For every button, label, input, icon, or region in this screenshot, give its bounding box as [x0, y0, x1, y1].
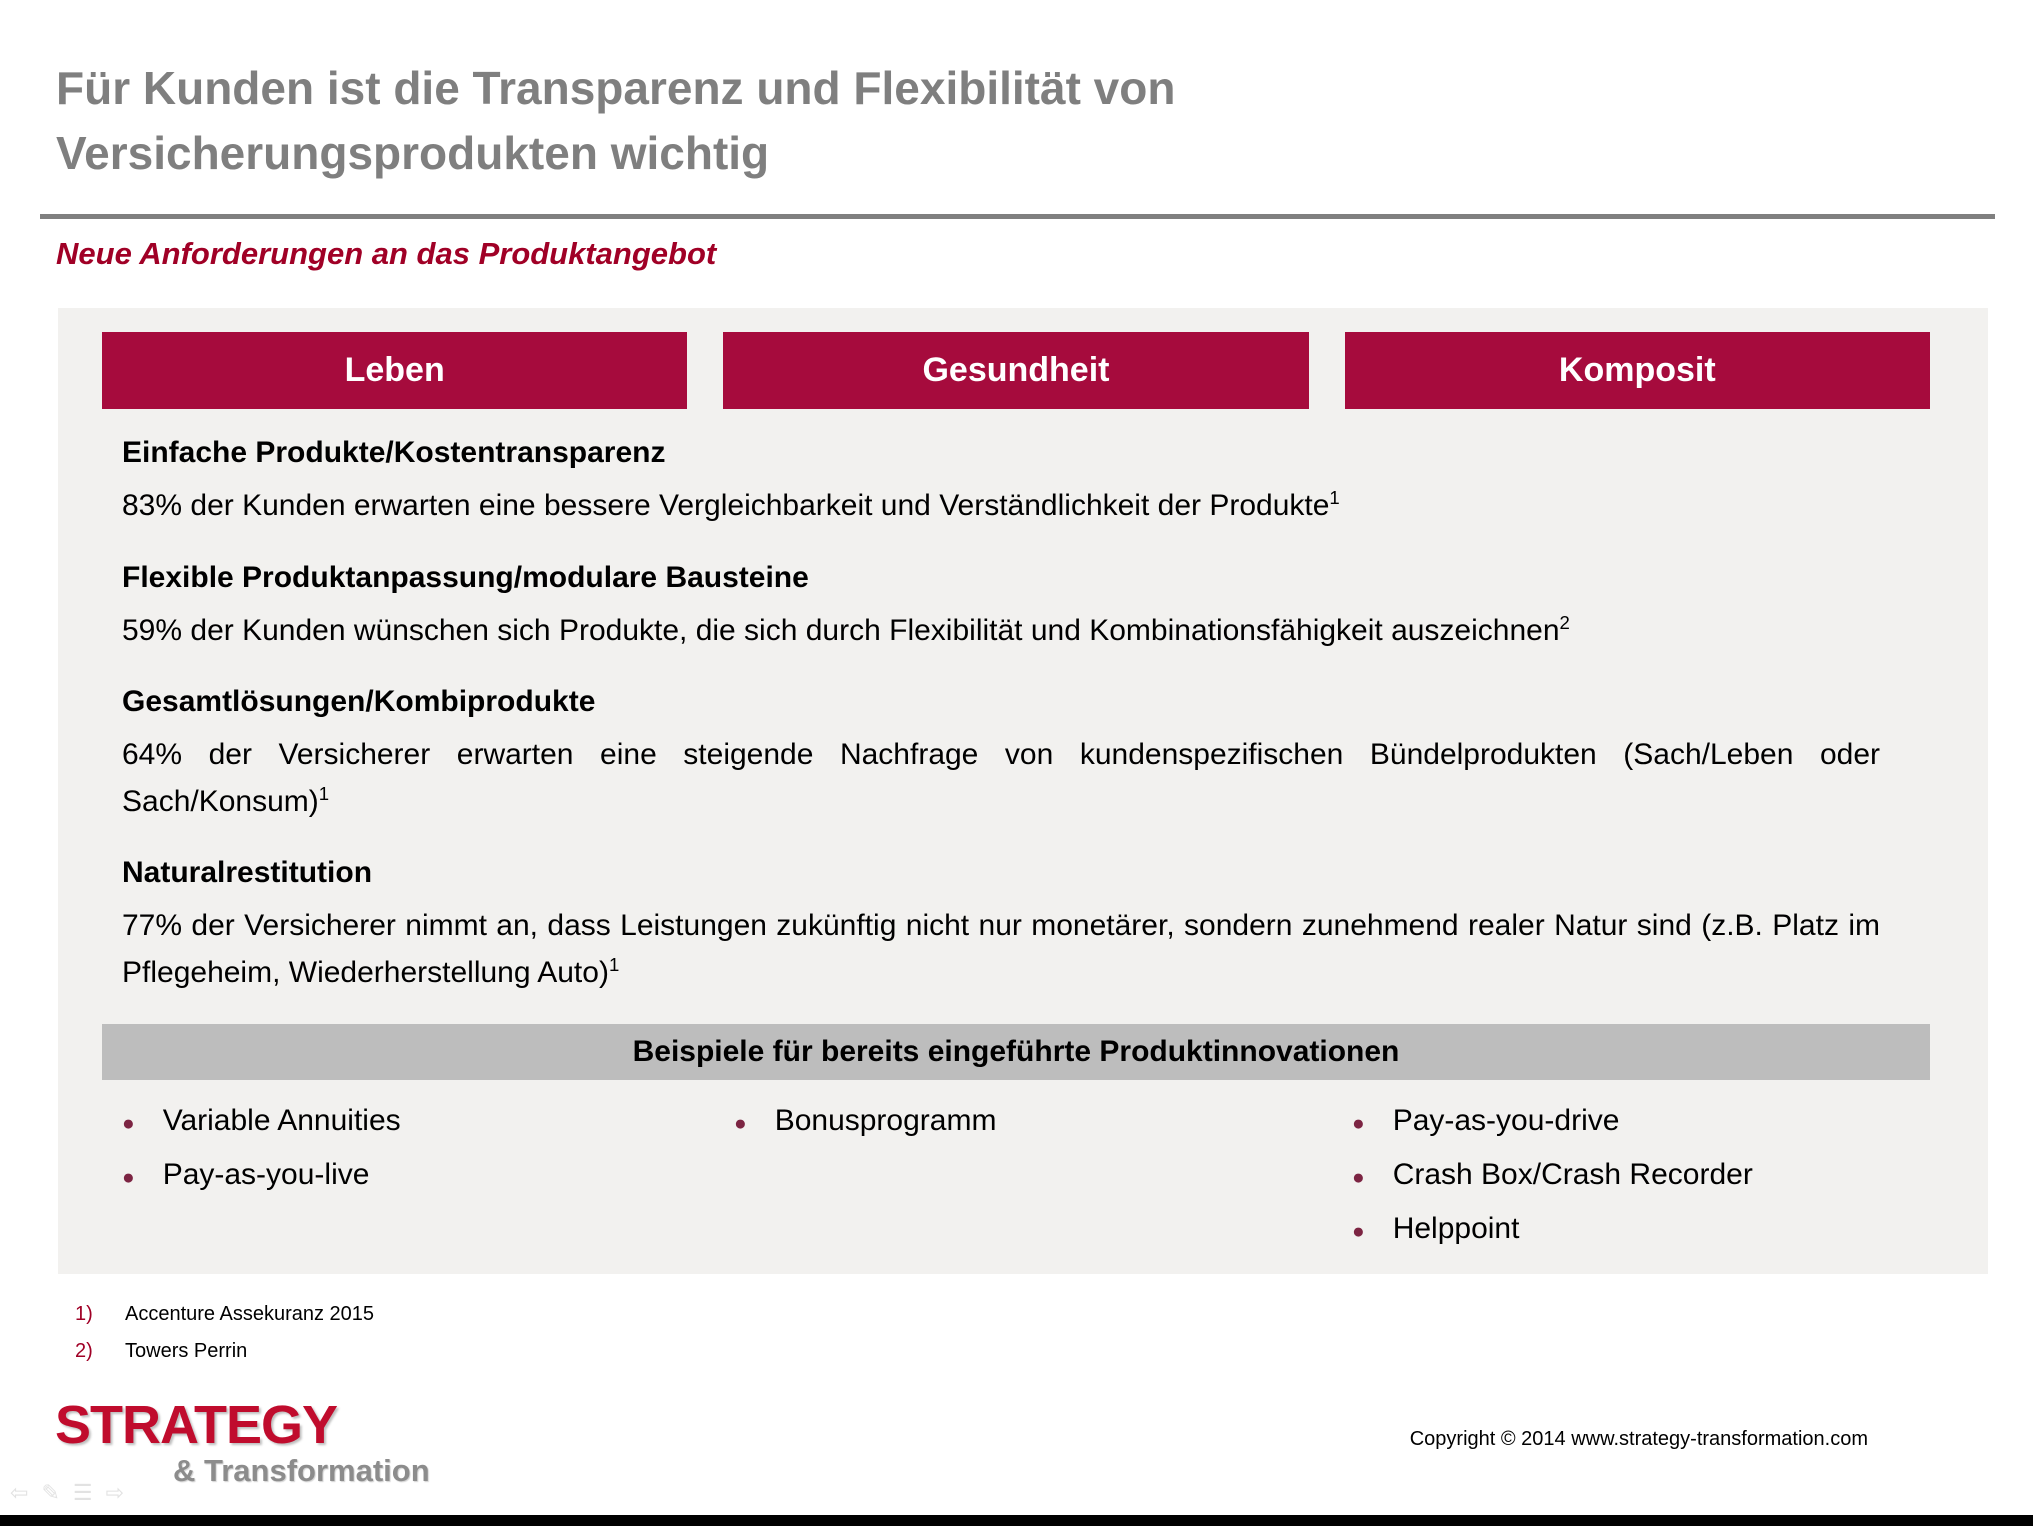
footnote-1: 1) Accenture Assekuranz 2015	[75, 1296, 374, 1333]
company-logo: STRATEGY & Transformation	[55, 1398, 430, 1486]
list-item-label: Pay-as-you-drive	[1392, 1104, 1620, 1137]
column-header-komposit: Komposit	[1344, 332, 1930, 409]
section-body-text: 83% der Kunden erwarten eine bessere Ver…	[122, 489, 1330, 522]
bottom-black-bar	[0, 1515, 2033, 1526]
section-heading-naturalrestitution: Naturalrestitution	[122, 856, 373, 889]
list-item: ● Helppoint	[1352, 1202, 1930, 1256]
column-header-row: Leben Gesundheit Komposit	[102, 332, 1930, 409]
list-item: ● Variable Annuities	[122, 1094, 700, 1148]
bullet-icon: ●	[1352, 1166, 1365, 1189]
bullet-icon: ●	[1352, 1112, 1365, 1135]
examples-column-leben: ● Variable Annuities ● Pay-as-you-live	[102, 1094, 700, 1256]
examples-columns: ● Variable Annuities ● Pay-as-you-live ● Bo…	[102, 1094, 1930, 1256]
column-header-leben: Leben	[102, 332, 688, 409]
footnote-ref: 1	[1329, 487, 1340, 508]
footnote-number: 2)	[75, 1340, 93, 1362]
list-item-label: Variable Annuities	[162, 1104, 401, 1137]
examples-column-gesundheit: ● Bonusprogramm	[700, 1094, 1312, 1256]
footnote-ref: 1	[318, 782, 330, 804]
bullet-icon: ●	[734, 1112, 747, 1135]
section-heading-kostentransparenz: Einfache Produkte/Kostentransparenz	[122, 436, 666, 469]
footnote-number: 1)	[75, 1303, 93, 1325]
sections: Einfache Produkte/Kostentransparenz 83% …	[122, 435, 1880, 996]
list-item-label: Crash Box/Crash Recorder	[1392, 1158, 1753, 1191]
logo-strategy-text: STRATEGY	[55, 1395, 338, 1455]
presenter-nav: ⇦ ✎ ☰ ⇨	[10, 1482, 124, 1504]
logo-transformation-text: & Transformation	[173, 1453, 430, 1488]
content-panel: Leben Gesundheit Komposit Einfache Produ…	[58, 308, 1988, 1274]
section-body-text: 59% der Kunden wünschen sich Produkte, d…	[122, 613, 1560, 647]
footnote-ref: 1	[608, 953, 620, 975]
nav-back-icon[interactable]: ⇦	[10, 1480, 29, 1505]
footnotes: 1) Accenture Assekuranz 2015 2) Towers P…	[75, 1296, 374, 1370]
footnote-text: Towers Perrin	[125, 1340, 248, 1362]
section-body-naturalrestitution: 77% der Versicherer nimmt an, dass Leist…	[122, 903, 1880, 996]
list-item-label: Helppoint	[1392, 1212, 1520, 1245]
nav-forward-icon[interactable]: ⇨	[105, 1480, 125, 1505]
bullet-icon: ●	[122, 1112, 135, 1135]
page-title-line1: Für Kunden ist die Transparenz und Flexi…	[56, 62, 1176, 114]
page-title-line2: Versicherungsprodukten wichtig	[56, 127, 770, 180]
examples-header-bar: Beispiele für bereits eingeführte Produk…	[102, 1024, 1930, 1080]
list-item-label: Bonusprogramm	[774, 1104, 997, 1137]
footnote-text: Accenture Assekuranz 2015	[125, 1303, 375, 1325]
slide-subtitle: Neue Anforderungen an das Produktangebot	[56, 236, 717, 271]
examples-column-komposit: ● Pay-as-you-drive ● Crash Box/Crash Recor…	[1312, 1094, 1930, 1256]
footnote-ref: 2	[1559, 611, 1570, 633]
section-body-produktanpassung: 59% der Kunden wünschen sich Produkte, d…	[122, 608, 1880, 655]
slide-list-icon[interactable]: ☰	[72, 1480, 93, 1505]
list-item: ● Bonusprogramm	[734, 1094, 1312, 1148]
bullet-icon: ●	[1352, 1220, 1365, 1243]
column-header-gesundheit: Gesundheit	[723, 332, 1309, 409]
title-divider	[40, 214, 1995, 219]
pen-icon[interactable]: ✎	[41, 1480, 60, 1505]
section-heading-produktanpassung: Flexible Produktanpassung/modulare Baust…	[122, 560, 809, 594]
section-heading-gesamtloesungen: Gesamtlösungen/Kombiprodukte	[122, 685, 596, 718]
bullet-icon: ●	[122, 1166, 135, 1189]
list-item: ● Pay-as-you-live	[122, 1148, 700, 1202]
section-body-text: 64% der Versicherer erwarten eine steige…	[122, 738, 1880, 818]
section-body-gesamtloesungen: 64% der Versicherer erwarten eine steige…	[122, 732, 1880, 825]
list-item: ● Pay-as-you-drive	[1352, 1094, 1930, 1148]
list-item: ● Crash Box/Crash Recorder	[1352, 1148, 1930, 1202]
footnote-2: 2) Towers Perrin	[75, 1333, 374, 1370]
page-title: Für Kunden ist die Transparenz und Flexi…	[56, 56, 1175, 187]
copyright-notice: Copyright © 2014 www.strategy-transforma…	[1409, 1428, 1868, 1450]
section-body-kostentransparenz: 83% der Kunden erwarten eine bessere Ver…	[122, 483, 1880, 530]
section-body-text: 77% der Versicherer nimmt an, dass Leist…	[122, 909, 1880, 989]
list-item-label: Pay-as-you-live	[162, 1158, 370, 1191]
